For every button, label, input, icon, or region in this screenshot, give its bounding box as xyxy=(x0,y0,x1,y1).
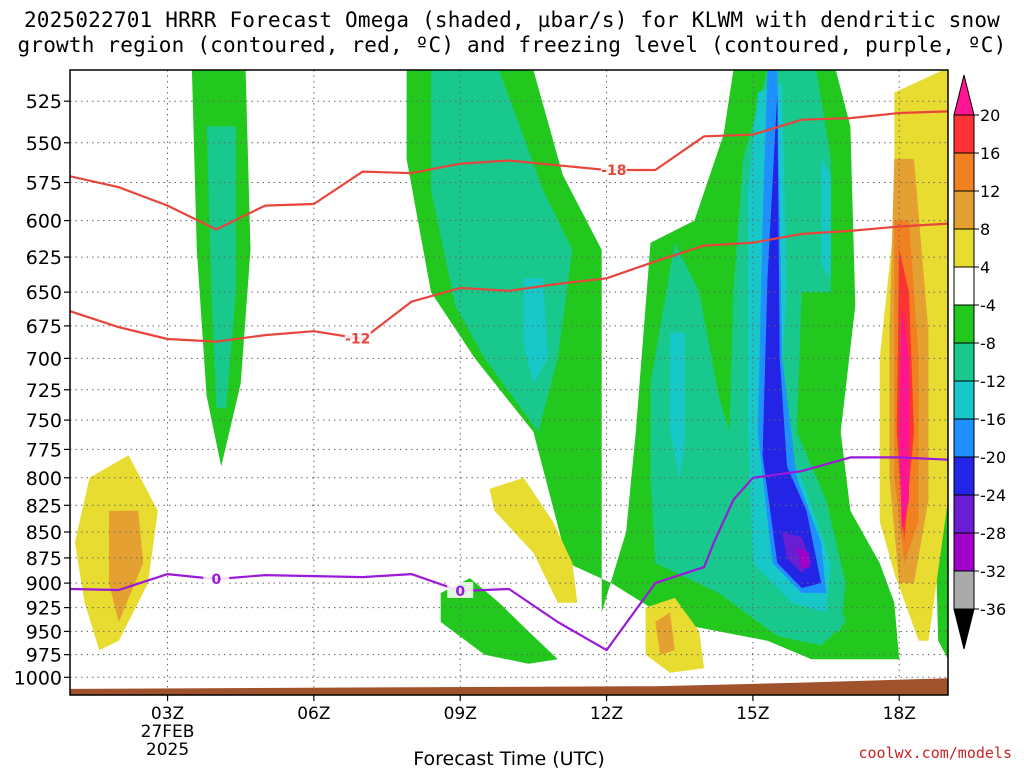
colorbar-label--20: -20 xyxy=(980,448,1006,467)
colorbar-label--12: -12 xyxy=(980,372,1006,391)
grid-layer xyxy=(70,70,948,695)
colorbar-bin-4_8 xyxy=(953,228,975,268)
x-tick-sublabel-2025: 2025 xyxy=(146,740,189,760)
x-tick-label-12Z: 12Z xyxy=(590,704,623,724)
axes-layer: 525 550 575 600 625 650 675 700 725 750 775 800 825 8… xyxy=(14,69,949,760)
y-tick-label-1000: 1000 xyxy=(14,667,62,689)
colorbar-bin--4_4 xyxy=(953,266,975,306)
colorbar-label-12: 12 xyxy=(980,182,1000,201)
x-tick-label-15Z: 15Z xyxy=(736,704,769,724)
y-tick-label-850: 850 xyxy=(26,522,62,544)
y-tick-label-775: 775 xyxy=(26,439,62,461)
freezing-label-0: 0 xyxy=(211,572,221,588)
omega-region-11 xyxy=(670,332,685,478)
y-tick-label-550: 550 xyxy=(26,133,62,155)
freezing-label-1-bg xyxy=(447,582,474,599)
freezing-label-1: 0 xyxy=(455,584,465,600)
colorbar-label--28: -28 xyxy=(980,524,1006,543)
dendritic-contour--12 xyxy=(70,222,948,343)
y-tick-label-600: 600 xyxy=(26,211,62,233)
omega-shading-layer xyxy=(74,70,948,673)
colorbar-label-4: 4 xyxy=(980,258,990,277)
contour-layer: -18 -12 0 0 xyxy=(70,110,948,652)
y-tick-label-875: 875 xyxy=(26,548,62,570)
x-axis-label: Forecast Time (UTC) xyxy=(413,748,604,768)
omega-region-3 xyxy=(109,510,144,622)
y-tick-label-725: 725 xyxy=(26,380,62,402)
y-tick-label-975: 975 xyxy=(26,645,62,667)
watermark: coolwx.com/models xyxy=(858,744,1012,762)
y-tick-label-625: 625 xyxy=(26,247,62,269)
colorbar-label-8: 8 xyxy=(980,220,990,239)
chart-title-line-2: growth region (contoured, red, ºC) and f… xyxy=(17,33,1007,57)
y-tick-label-675: 675 xyxy=(26,316,62,338)
y-tick-label-950: 950 xyxy=(26,621,62,643)
y-tick-label-900: 900 xyxy=(26,573,62,595)
colorbar-bin-8_12 xyxy=(953,190,975,230)
x-tick-label-09Z: 09Z xyxy=(444,704,477,724)
colorbar: 20 16 12 8 4 -4 -8 -12 -16 -20 -24 -28 -32 -36 xyxy=(953,74,1006,650)
colorbar-bin--8_-4 xyxy=(953,304,975,344)
freezing-label-0-bg xyxy=(203,570,230,587)
omega-region-7 xyxy=(431,70,573,432)
colorbar-label--16: -16 xyxy=(980,410,1006,429)
colorbar-label-20: 20 xyxy=(980,106,1000,125)
y-tick-label-700: 700 xyxy=(26,348,62,370)
colorbar-top-arrow xyxy=(953,74,975,116)
colorbar-label--8: -8 xyxy=(980,334,996,353)
freezing-level-contour xyxy=(70,456,948,652)
colorbar-bin--24_-20 xyxy=(953,456,975,496)
omega-region-5 xyxy=(440,578,558,664)
x-tick-label-18Z: 18Z xyxy=(883,704,916,724)
dendritic-label-1-bg xyxy=(344,329,371,346)
y-tick-label-575: 575 xyxy=(26,173,62,195)
colorbar-label-16: 16 xyxy=(980,144,1000,163)
omega-region-8 xyxy=(650,242,846,646)
omega-region-15 xyxy=(762,92,822,588)
colorbar-label--24: -24 xyxy=(980,486,1006,505)
omega-region-1 xyxy=(206,126,236,409)
plot-frame xyxy=(69,69,949,696)
omega-region-22 xyxy=(899,305,909,532)
y-tick-label-650: 650 xyxy=(26,282,62,304)
colorbar-label--32: -32 xyxy=(980,562,1006,581)
colorbar-bin-16_20 xyxy=(953,114,975,154)
x-tick-sublabel-27FEB: 27FEB xyxy=(141,722,195,742)
dendritic-contour--18 xyxy=(70,110,948,231)
colorbar-label--4: -4 xyxy=(980,296,996,315)
omega-region-25 xyxy=(655,612,675,655)
colorbar-bin--16_-12 xyxy=(953,380,975,420)
omega-region-10 xyxy=(523,278,548,384)
x-tick-label-03Z: 03Z xyxy=(151,704,184,724)
dendritic-label-0: -18 xyxy=(601,163,626,179)
colorbar-bin--28_-24 xyxy=(953,494,975,534)
dendritic-label-0-bg xyxy=(600,161,627,178)
y-tick-label-525: 525 xyxy=(26,91,62,113)
colorbar-bin--20_-16 xyxy=(953,418,975,458)
colorbar-bin-12_16 xyxy=(953,152,975,192)
y-tick-label-925: 925 xyxy=(26,598,62,620)
y-tick-label-825: 825 xyxy=(26,495,62,517)
chart-title-line-1: 2025022701 HRRR Forecast Omega (shaded, … xyxy=(23,8,1001,32)
x-tick-label-06Z: 06Z xyxy=(297,704,330,724)
colorbar-bottom-arrow xyxy=(953,608,975,650)
omega-region-23 xyxy=(489,477,578,603)
dendritic-label-1: -12 xyxy=(345,331,370,347)
omega-region-13 xyxy=(821,158,831,279)
y-tick-label-800: 800 xyxy=(26,468,62,490)
y-tick-label-750: 750 xyxy=(26,410,62,432)
colorbar-bin--12_-8 xyxy=(953,342,975,382)
colorbar-label--36: -36 xyxy=(980,600,1006,619)
terrain xyxy=(70,678,948,695)
terrain-layer xyxy=(70,678,948,695)
colorbar-bin--32_-28 xyxy=(953,532,975,572)
colorbar-bin--36_-32 xyxy=(953,570,975,610)
